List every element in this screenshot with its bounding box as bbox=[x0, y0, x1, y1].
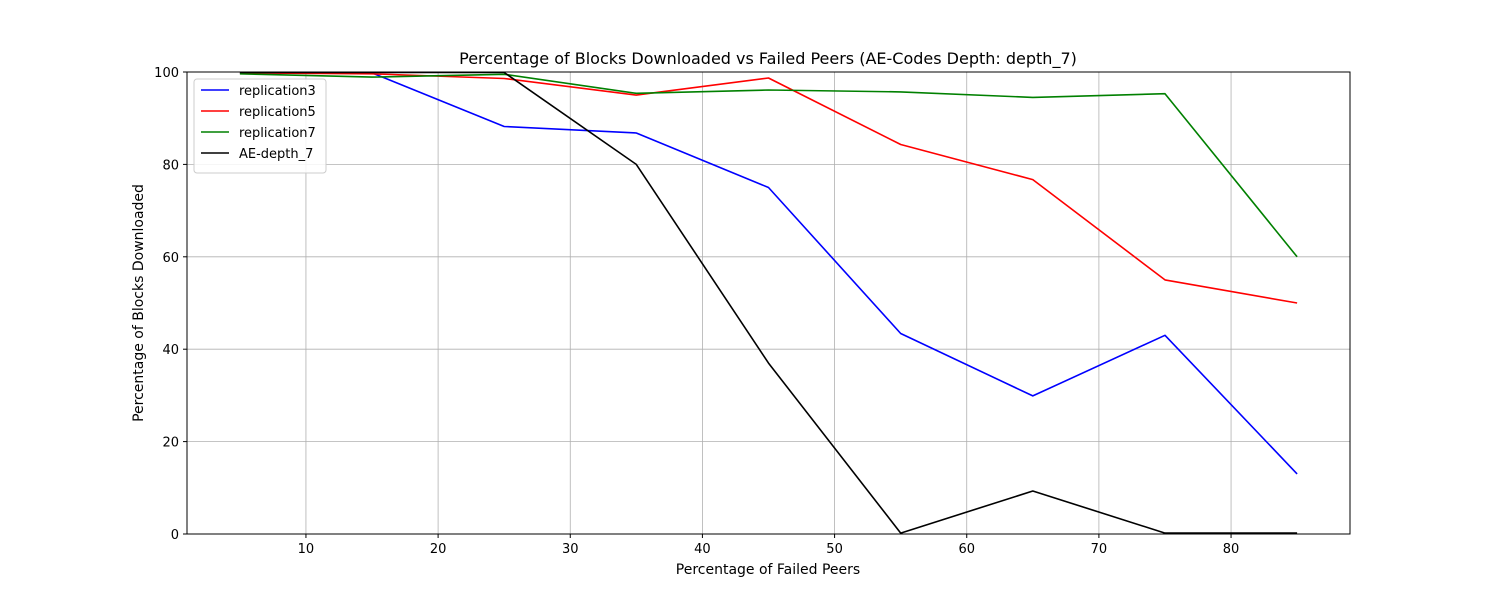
x-axis-title: Percentage of Failed Peers bbox=[676, 562, 860, 578]
series-line-replication7 bbox=[239, 73, 1298, 258]
x-tick-label: 20 bbox=[430, 542, 447, 557]
legend-label: AE-depth_7 bbox=[239, 147, 313, 162]
x-tick-label: 10 bbox=[298, 542, 315, 557]
series-line-AE-depth_7 bbox=[239, 71, 1298, 534]
x-tick-label: 50 bbox=[826, 542, 843, 557]
legend-label: replication3 bbox=[239, 84, 316, 99]
y-axis: 0 20 40 60 80 100 bbox=[154, 66, 187, 543]
chart-title: Percentage of Blocks Downloaded vs Faile… bbox=[459, 49, 1077, 69]
legend-label: replication5 bbox=[239, 105, 316, 120]
x-tick-label: 60 bbox=[958, 542, 975, 557]
y-tick-label: 100 bbox=[154, 66, 179, 81]
y-tick-label: 40 bbox=[162, 343, 179, 358]
legend-box bbox=[193, 78, 327, 174]
legend: replication3 replication5 replication7 AE-d… bbox=[193, 78, 327, 174]
x-tick-label: 70 bbox=[1091, 542, 1108, 557]
x-tick-label: 80 bbox=[1223, 542, 1240, 557]
series-lines bbox=[239, 71, 1298, 534]
y-axis-title: Percentage of Blocks Downloaded bbox=[131, 184, 147, 422]
series-line-replication3 bbox=[239, 72, 1298, 475]
x-axis: 10 20 30 40 50 60 70 80 bbox=[298, 534, 1240, 557]
y-tick-label: 80 bbox=[162, 158, 179, 173]
legend-label: replication7 bbox=[239, 126, 316, 141]
x-tick-label: 40 bbox=[694, 542, 711, 557]
y-tick-label: 0 bbox=[171, 528, 179, 543]
x-tick-label: 30 bbox=[562, 542, 579, 557]
y-tick-label: 20 bbox=[162, 436, 179, 451]
y-tick-label: 60 bbox=[162, 251, 179, 266]
grid bbox=[187, 71, 1350, 535]
plot-frame bbox=[186, 71, 1351, 535]
